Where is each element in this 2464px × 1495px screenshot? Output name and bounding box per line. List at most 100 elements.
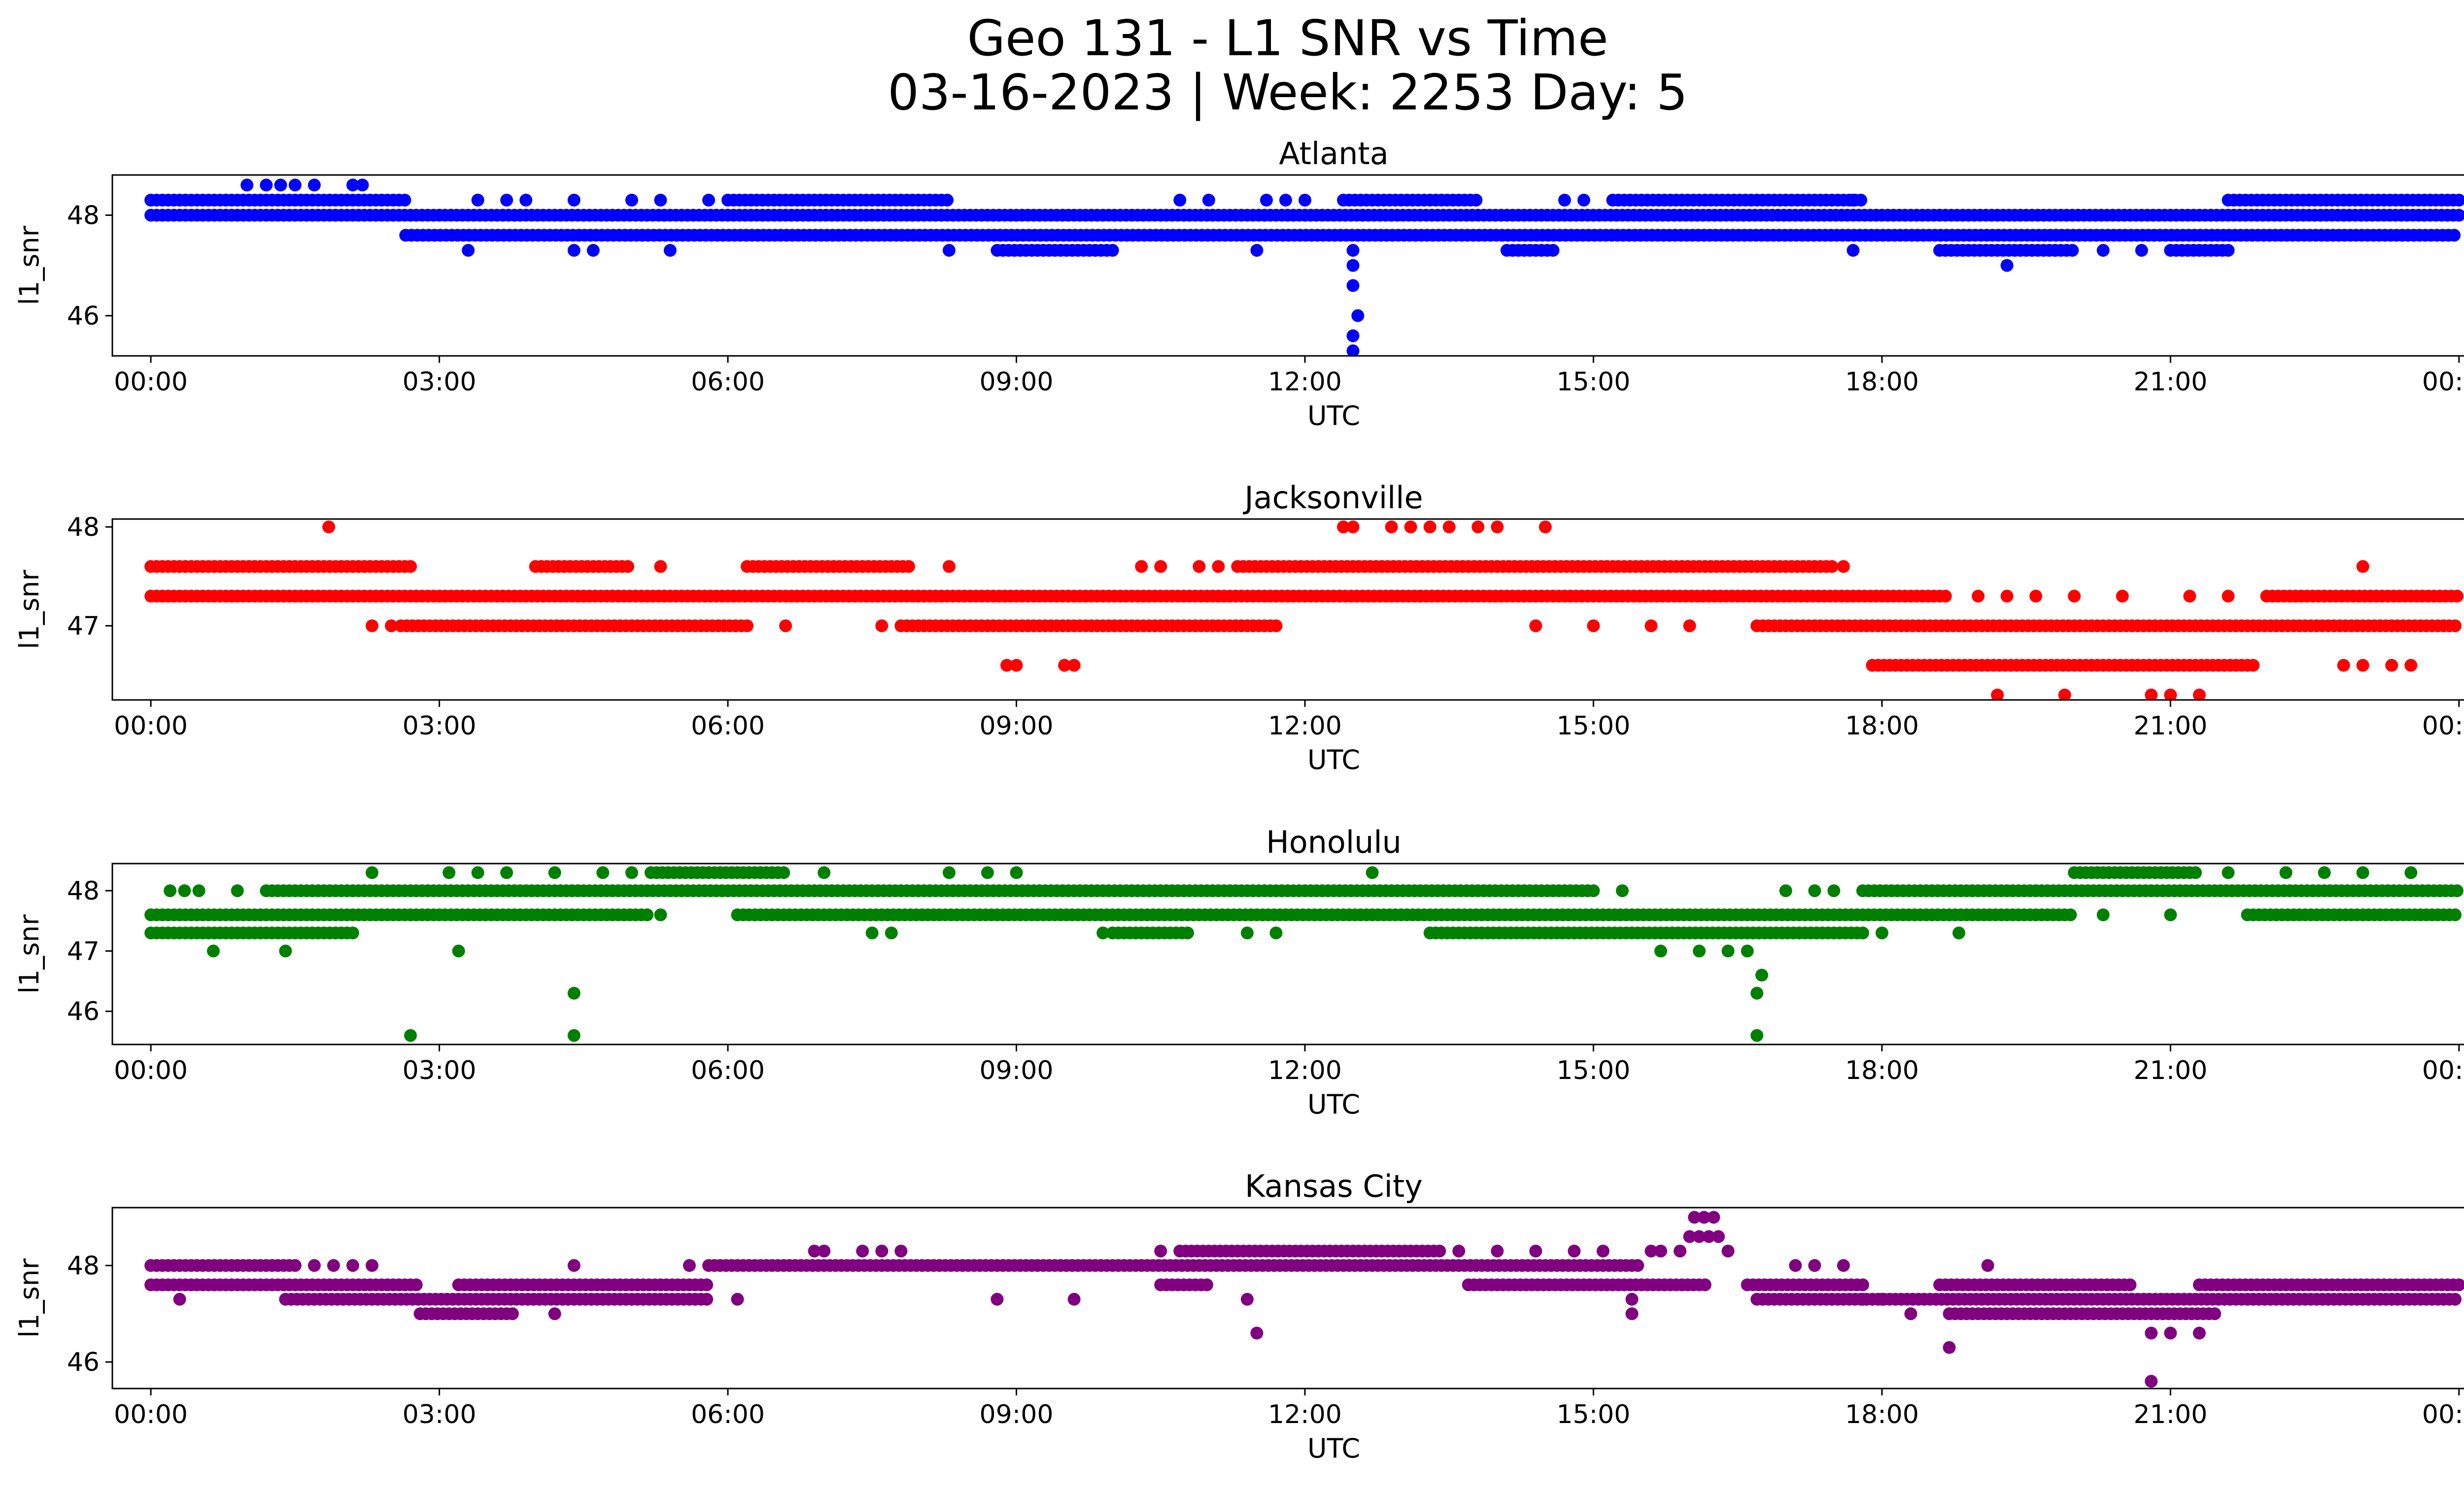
scatter-point: [1779, 884, 1792, 898]
scatter-point: [1433, 1245, 1446, 1258]
scatter-point: [1529, 619, 1542, 632]
x-tick-label: 00:00: [114, 711, 188, 741]
y-tick-label: 48: [67, 513, 100, 542]
scatter-point: [1250, 243, 1264, 257]
scatter-point: [2123, 1278, 2137, 1291]
scatter-point: [894, 1245, 908, 1258]
scatter-point: [1193, 560, 1206, 573]
scatter-point: [902, 560, 915, 573]
subplot-title: Jacksonville: [1242, 480, 1423, 516]
subplot-title: Kansas City: [1245, 1168, 1423, 1204]
scatter-point: [1707, 1211, 1720, 1224]
scatter-point: [443, 866, 456, 879]
scatter-point: [1346, 329, 1360, 343]
y-tick-label: 46: [67, 1348, 100, 1377]
scatter-point: [2068, 590, 2081, 603]
x-tick-label: 21:00: [2133, 1400, 2207, 1429]
scatter-point: [702, 194, 715, 207]
scatter-point: [1789, 1259, 1802, 1272]
scatter-point: [2183, 590, 2196, 603]
scatter-point: [2356, 866, 2369, 879]
scatter-point: [1712, 1230, 1725, 1243]
scatter-point: [1587, 884, 1600, 898]
scatter-point: [2164, 689, 2177, 700]
scatter-point: [1470, 194, 1483, 207]
scatter-point: [346, 178, 359, 192]
scatter-point: [1299, 194, 1311, 207]
scatter-point: [2164, 908, 2177, 921]
scatter-point: [1250, 1326, 1264, 1340]
plot-frame: [111, 174, 2464, 357]
y-axis-label: l1_snr: [14, 914, 45, 994]
scatter-point: [519, 194, 533, 207]
x-tick-label: 18:00: [1845, 711, 1919, 741]
scatter-point: [1587, 619, 1600, 632]
scatter-point: [1269, 619, 1283, 632]
scatter-point: [885, 926, 898, 939]
scatter-point: [1568, 1245, 1581, 1258]
scatter-point: [1546, 243, 1560, 257]
scatter-point: [1952, 926, 1965, 939]
scatter-point: [1067, 1292, 1081, 1306]
scatter-point: [2189, 866, 2202, 879]
scatter-point: [2452, 209, 2464, 222]
scatter-point: [700, 1292, 714, 1306]
scatter-point: [231, 884, 244, 898]
scatter-point: [1847, 243, 1860, 257]
y-tick-label: 46: [67, 997, 100, 1027]
scatter-point: [1856, 1292, 1869, 1306]
scatter-point: [596, 866, 610, 879]
scatter-point: [356, 178, 369, 192]
y-tick-label: 48: [67, 1251, 100, 1281]
scatter-point: [1135, 560, 1148, 573]
scatter-point: [2356, 560, 2369, 573]
x-tick-label: 09:00: [980, 1400, 1054, 1429]
scatter-point: [2247, 659, 2260, 672]
scatter-point: [654, 560, 667, 573]
scatter-point: [346, 926, 359, 939]
scatter-point: [1366, 866, 1379, 879]
scatter-point: [941, 194, 954, 207]
scatter-point: [856, 1245, 869, 1258]
scatter-point: [1346, 521, 1360, 533]
scatter-point: [1644, 619, 1658, 632]
scatter-point: [1981, 1259, 1994, 1272]
x-tick-label: 15:00: [1556, 367, 1630, 397]
x-tick-label: 09:00: [980, 711, 1054, 741]
scatter-point: [875, 1245, 889, 1258]
figure-title-line2: 03-16-2023 | Week: 2253 Day: 5: [888, 64, 1687, 121]
scatter-point: [1721, 1245, 1735, 1258]
subplot-atlanta: Atlanta 00:00 03:00 06:00 09:00 12:00 15:00 18:…: [14, 136, 2464, 431]
scatter-point: [1616, 884, 1629, 898]
scatter-point: [2318, 866, 2331, 879]
scatter-point: [731, 1292, 744, 1306]
scatter-point: [1414, 590, 1427, 603]
scatter-point: [1755, 969, 1768, 982]
scatter-point: [1697, 1211, 1711, 1224]
scatter-point: [410, 1278, 423, 1291]
scatter-point: [322, 521, 336, 533]
x-tick-label: 15:00: [1556, 1056, 1630, 1085]
scatter-point: [2000, 590, 2014, 603]
y-axis-label: l1_snr: [14, 225, 45, 305]
scatter-point: [1625, 1307, 1639, 1321]
scatter-point: [385, 619, 398, 632]
scatter-series: [144, 1211, 2464, 1388]
x-tick-label: 12:00: [1268, 367, 1342, 397]
plot-frame: [111, 863, 2464, 1045]
scatter-point: [683, 1259, 696, 1272]
scatter-point: [1683, 1230, 1696, 1243]
scatter-point: [1346, 344, 1360, 356]
scatter-point: [1269, 926, 1283, 939]
subplot-honolulu: Honolulu 00:00 03:00 06:00 09:00 12:00 15:00 18…: [14, 824, 2464, 1120]
scatter-point: [2029, 590, 2043, 603]
scatter-point: [1856, 926, 1869, 939]
scatter-point: [1337, 521, 1350, 533]
scatter-point: [365, 619, 378, 632]
y-tick-label: 46: [67, 301, 100, 331]
scatter-point: [1385, 590, 1398, 603]
scatter-point: [365, 1259, 378, 1272]
scatter-series: [144, 521, 2464, 700]
scatter-point: [1260, 194, 1273, 207]
scatter-point: [1856, 1278, 1869, 1291]
